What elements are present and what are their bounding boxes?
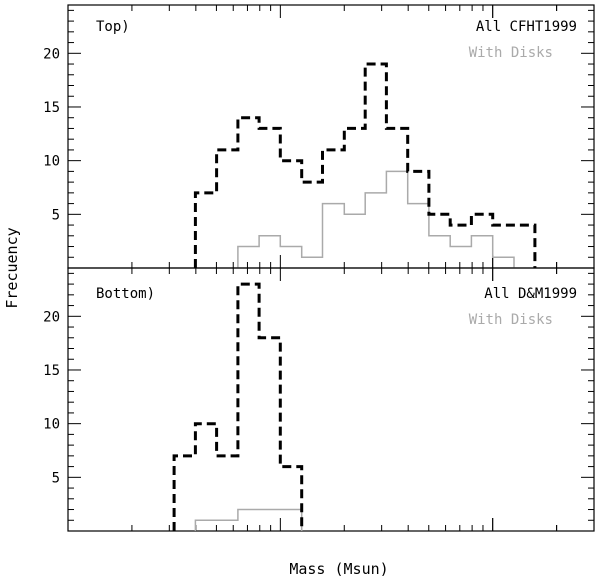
top-panel: 5 10 15 20 Top) All CFHT1999 With Disks xyxy=(43,4,595,269)
bottom-panel-label: Bottom) xyxy=(96,286,155,302)
top-panel-histograms xyxy=(193,62,537,268)
bottom-panel-frame xyxy=(67,267,595,532)
with-disks-histogram xyxy=(237,170,515,268)
top-legend-with-disks: With Disks xyxy=(469,45,553,61)
top-panel-ticks xyxy=(67,5,595,268)
y-tick-label: 10 xyxy=(43,154,60,170)
y-tick-label: 5 xyxy=(52,470,60,486)
y-axis-label: Frecuency xyxy=(3,227,21,308)
y-tick-label: 20 xyxy=(43,46,60,62)
y-tick-label: 5 xyxy=(52,207,60,223)
bottom-legend-with-disks: With Disks xyxy=(469,312,553,328)
y-tick-label: 20 xyxy=(43,309,60,325)
bottom-panel-ticks xyxy=(67,268,595,531)
bottom-panel: 5 10 15 20 Bottom) All D&M1999 With Disks xyxy=(43,267,595,532)
bottom-legend-all: All D&M1999 xyxy=(484,286,577,302)
y-tick-label: 15 xyxy=(43,363,60,379)
with-disks-histogram xyxy=(194,508,303,531)
top-panel-y-tick-labels: 5 10 15 20 xyxy=(43,46,60,223)
all-objects-histogram xyxy=(172,282,304,531)
bottom-panel-histograms xyxy=(172,282,304,531)
y-tick-label: 10 xyxy=(43,417,60,433)
all-objects-histogram xyxy=(193,62,537,268)
top-legend-all: All CFHT1999 xyxy=(476,19,577,35)
y-tick-label: 15 xyxy=(43,100,60,116)
bottom-panel-y-tick-labels: 5 10 15 20 xyxy=(43,309,60,486)
top-panel-label: Top) xyxy=(96,19,130,35)
x-axis-label: Mass (Msun) xyxy=(289,560,388,578)
